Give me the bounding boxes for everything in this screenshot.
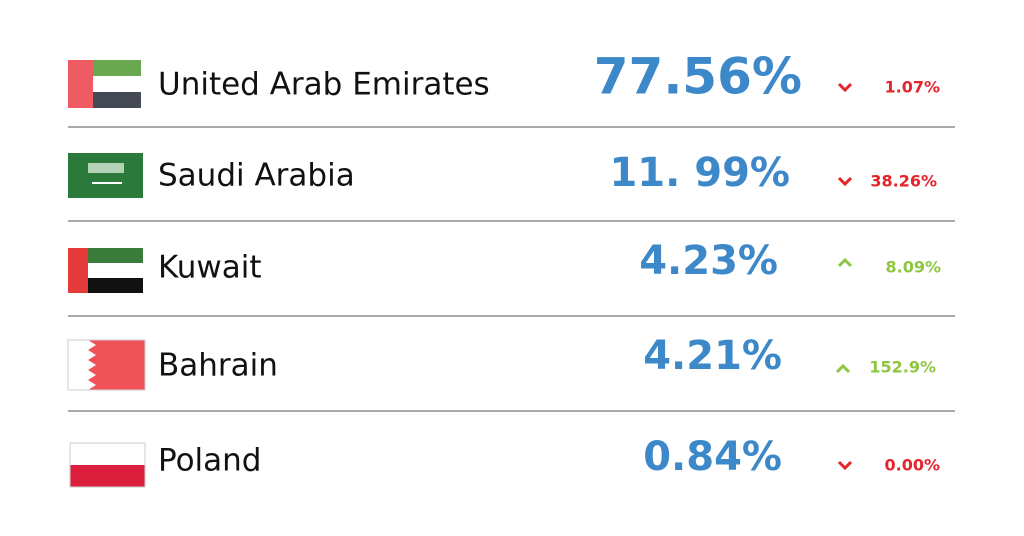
share: 4.23%	[639, 238, 778, 284]
country-name: Kuwait	[158, 250, 262, 286]
country-name: Poland	[158, 443, 262, 479]
country-name: Bahrain	[158, 348, 278, 384]
flag-uae	[68, 60, 141, 108]
change: 0.00%	[884, 456, 940, 475]
arrow-down	[837, 82, 853, 93]
flag-poland	[69, 442, 146, 488]
change: 8.09%	[885, 258, 941, 277]
arrow-down	[837, 460, 853, 471]
flag-bahrain	[67, 339, 146, 391]
arrow-up	[837, 257, 853, 268]
change: 1.07%	[884, 78, 940, 97]
arrow-up	[835, 363, 851, 374]
flag-saudi	[68, 153, 143, 198]
share: 11. 99%	[609, 150, 790, 196]
share: 0.84%	[643, 434, 782, 480]
flag-kuwait	[68, 248, 143, 293]
arrow-down	[837, 176, 853, 187]
change: 38.26%	[870, 172, 937, 191]
country-name: United Arab Emirates	[158, 67, 490, 103]
share: 4.21%	[643, 333, 782, 379]
change: 152.9%	[869, 358, 936, 377]
country-name: Saudi Arabia	[158, 158, 355, 194]
share: 77.56%	[594, 48, 802, 106]
